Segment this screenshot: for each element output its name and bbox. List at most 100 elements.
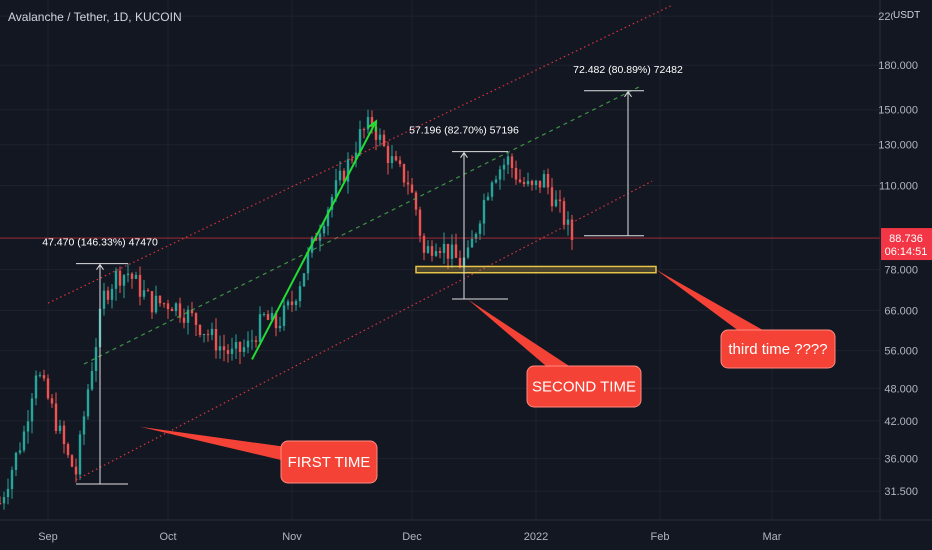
callout-label: third time ???? (728, 341, 827, 358)
candle-body (54, 403, 58, 432)
candle-body (434, 251, 438, 256)
current-price-tag (881, 228, 932, 261)
callout-box (720, 329, 836, 369)
callout-box (526, 365, 642, 408)
candle-body (318, 233, 322, 241)
candle-body (126, 273, 130, 276)
candle-body (246, 340, 250, 348)
candle-body (402, 164, 406, 183)
candle-body (554, 199, 558, 207)
candle-body (494, 179, 498, 183)
candle-body (530, 180, 534, 186)
candle-body (154, 295, 158, 313)
support-zone (415, 265, 657, 274)
candle-body (78, 434, 82, 475)
candle-body (14, 452, 18, 470)
candle-body (278, 325, 282, 329)
candle-body (110, 288, 114, 300)
price-tick-label: 150.000 (878, 105, 918, 117)
candle-body (266, 314, 270, 320)
candle-body (378, 134, 382, 140)
candle-body (138, 274, 142, 297)
price-tick-label: 48.000 (884, 383, 918, 395)
time-tick-label: 2022 (524, 531, 548, 543)
symbol-title[interactable]: Avalanche / Tether, 1D, KUCOIN (8, 10, 182, 24)
candle-body (174, 303, 178, 312)
candle-body (178, 303, 182, 318)
callout-annotations: FIRST TIME SECOND TIME third time ???? (140, 269, 836, 484)
candle-body (506, 156, 510, 165)
candle-body (114, 270, 118, 289)
candle-body (218, 346, 222, 351)
bar-countdown: 06:14:51 (885, 246, 928, 258)
candle-body (526, 180, 530, 185)
candle-body (562, 201, 566, 225)
candle-body (46, 378, 50, 399)
time-tick-label: Sep (38, 531, 58, 543)
price-tick-label: 130.000 (878, 140, 918, 152)
candle-body (286, 301, 290, 306)
candle-body (470, 238, 474, 248)
candle-body (558, 199, 562, 202)
candle-body (10, 469, 14, 489)
measure-label: 72.482 (80.89%) 72482 (573, 64, 683, 76)
channel-upper-line (47, 4, 673, 304)
callout-1: FIRST TIME (140, 426, 378, 484)
current-price-value: 88.736 (889, 233, 923, 245)
candle-body (150, 291, 154, 313)
candle-body (118, 270, 122, 286)
candle-body (170, 309, 174, 312)
price-tick-label: 31.500 (884, 486, 918, 498)
candle-body (570, 219, 574, 241)
candle-body (238, 342, 242, 352)
candle-body (182, 317, 186, 323)
candle-body (442, 243, 446, 253)
measure-arrowhead (460, 151, 468, 158)
candle-body (214, 328, 218, 351)
candle-body (538, 180, 542, 188)
callout-2: SECOND TIME (468, 299, 642, 408)
candle-body (386, 146, 390, 164)
time-tick-label: Nov (282, 531, 302, 543)
candle-body (566, 219, 570, 225)
callout-label: FIRST TIME (288, 454, 371, 471)
chart-grid (0, 0, 880, 520)
candle-body (498, 169, 502, 180)
candle-body (338, 170, 342, 181)
candle-body (186, 309, 190, 323)
time-tick-label: Mar (763, 531, 782, 543)
candle-body (166, 303, 170, 310)
candle-body (426, 246, 430, 253)
candle-body (58, 425, 62, 432)
candle-body (206, 334, 210, 336)
measure-arrowhead (624, 90, 632, 98)
measure-3: 72.482 (80.89%) 72482 (573, 64, 683, 237)
candle-body (510, 156, 514, 168)
candle-body (162, 303, 166, 305)
candle-body (82, 416, 86, 435)
candle-body (122, 275, 126, 286)
candle-body (134, 274, 138, 279)
currency-unit-label[interactable]: USDT (893, 10, 921, 21)
candle-body (478, 223, 482, 234)
price-tick-label: 42.000 (884, 416, 918, 428)
candle-body (70, 455, 74, 467)
candle-body (326, 209, 330, 227)
candle-body (230, 348, 234, 354)
candle-body (518, 179, 522, 183)
candle-body (366, 117, 370, 130)
candle-body (2, 497, 6, 504)
time-axis: Sep Oct Nov Dec 2022 Feb Mar (0, 519, 932, 543)
candle-body (274, 312, 278, 329)
candle-body (0, 503, 2, 505)
measure-1: 47.470 (146.33%) 47470 (42, 237, 158, 485)
candle-body (90, 370, 94, 390)
time-tick-label: Dec (402, 531, 422, 543)
candle-body (374, 126, 378, 140)
candle-body (474, 233, 478, 239)
candle-body (42, 375, 46, 379)
measure-arrowhead (96, 263, 104, 270)
candle-body (270, 312, 274, 320)
candle-body (450, 244, 454, 259)
